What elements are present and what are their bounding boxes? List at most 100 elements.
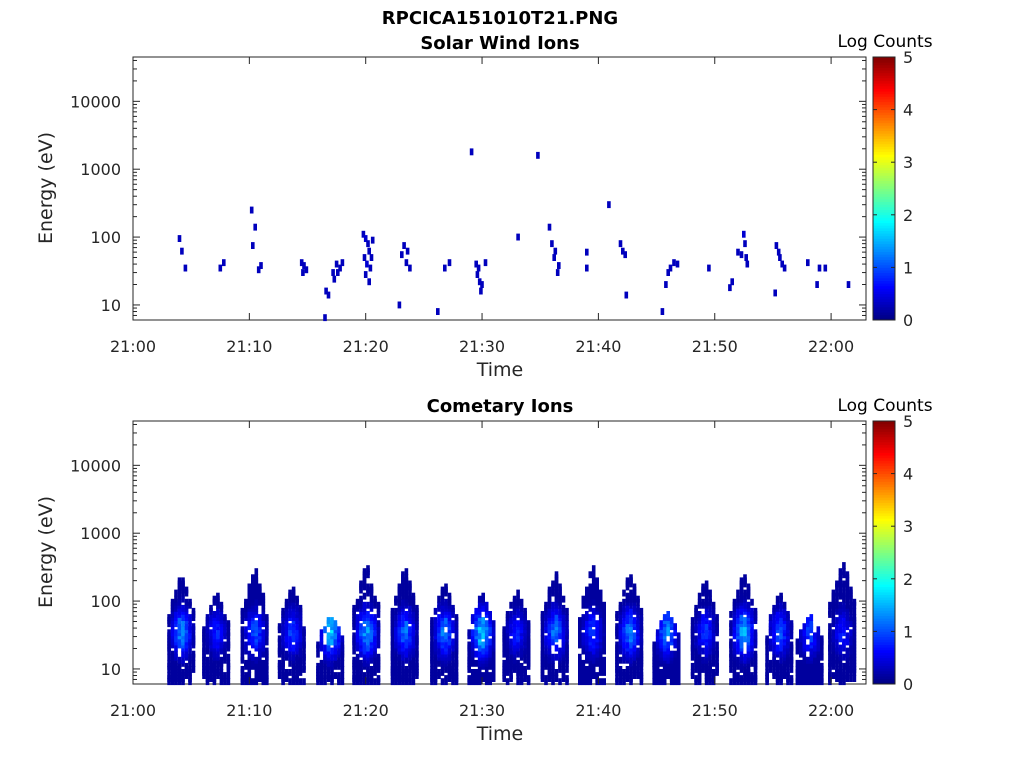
cometary-ions-cell [174, 629, 178, 637]
cometary-ions-cell [739, 653, 744, 661]
cometary-ions-cell [254, 620, 259, 628]
solar-wind-ions-colorbar-band [873, 91, 895, 95]
cometary-ions-cell [768, 659, 773, 667]
cometary-ions-cell [284, 598, 289, 606]
cometary-ions-cell [750, 635, 754, 643]
cometary-ions-colorbar-band [873, 499, 895, 503]
solar-wind-ions-cells [177, 148, 851, 322]
solar-wind-ions-ytick-label: 100 [90, 228, 121, 247]
cometary-ions-cell [291, 653, 296, 661]
cometary-ions-cell [775, 595, 780, 603]
cometary-ions-cell [765, 635, 769, 643]
cometary-ions-cell [554, 644, 559, 652]
cometary-ions-cell [359, 611, 363, 618]
solar-wind-ions-xtick-label: 22:00 [808, 337, 854, 356]
cometary-ions-cell [629, 574, 633, 582]
cometary-ions-cell [662, 638, 667, 646]
cometary-ions-cell [188, 598, 192, 606]
cometary-ions-cell [376, 601, 381, 609]
cometary-ions-cell [226, 672, 231, 679]
cometary-ions-cell [519, 675, 524, 682]
cometary-ions-cell [828, 659, 832, 667]
cometary-ions-cell [598, 623, 603, 631]
cometary-ions-cell [516, 678, 520, 686]
cometary-ions-cell [509, 638, 513, 646]
cometary-ions-cell [588, 650, 593, 658]
cometary-ions-colorbar-band [873, 615, 895, 619]
cometary-ions-cell [352, 604, 356, 612]
cometary-ions-cell [516, 620, 520, 628]
cometary-ions-cell [330, 638, 334, 646]
cometary-ions-cell [795, 675, 800, 682]
cometary-ions-cell [240, 666, 245, 673]
cometary-ions-cell [849, 586, 853, 594]
cometary-ions-cell [340, 641, 345, 649]
cometary-ions-cell [226, 653, 231, 661]
cometary-ions-cell [786, 611, 790, 618]
solar-wind-ions-colorbar-band [873, 99, 895, 103]
cometary-ions-cell [291, 644, 296, 652]
cometary-ions-cell [666, 611, 670, 618]
cometary-ions-cell [451, 620, 455, 628]
solar-wind-ions-cell [397, 301, 402, 309]
cometary-ions-cell [739, 675, 744, 682]
solar-wind-ions-cell [728, 284, 732, 292]
cometary-ions-cell [779, 592, 783, 600]
cometary-ions-cell [585, 611, 589, 618]
cometary-ions-cell [622, 641, 626, 649]
cometary-ions-cell [849, 614, 853, 621]
cometary-ions-cell [251, 659, 255, 667]
cometary-ions-colorbar: 0 1 2 3 4 5 [872, 412, 913, 694]
cometary-ions-cell [753, 629, 758, 637]
cometary-ions-colorbar-band [873, 431, 895, 435]
solar-wind-ions-cell [743, 240, 747, 248]
figure-title: RPCICA151010T21.PNG [382, 8, 618, 29]
cometary-ions-cell [708, 589, 712, 597]
cometary-ions-cell [789, 653, 794, 661]
cometary-ions-cell [598, 650, 603, 658]
cometary-ions-cell [481, 592, 485, 600]
cometary-ions-cell [690, 623, 695, 631]
cometary-ions-cell [711, 647, 716, 655]
cometary-ions-cell [281, 656, 285, 664]
cometary-ions-cell [831, 629, 836, 637]
cometary-ions-colorbar-band [873, 442, 895, 446]
cometary-ions-cell [505, 635, 510, 643]
cometary-ions-colorbar-band [873, 563, 895, 567]
solar-wind-ions-colorbar-band [873, 151, 895, 155]
cometary-ions-title: Cometary Ions [427, 396, 574, 417]
cometary-ions-cell [828, 607, 832, 615]
solar-wind-ions-plot-area: 21:00 21:10 21:20 21:30 21:40 21:50 22:00 10 100… [70, 56, 867, 356]
cometary-ions-cell [547, 623, 552, 631]
solar-wind-ions-colorbar-band [873, 275, 895, 279]
cometary-ions-cell [474, 629, 478, 637]
cometary-ions-cell [708, 611, 712, 618]
cometary-ions-colorbar-band [873, 421, 895, 425]
cometary-ions-cell [430, 666, 434, 673]
cometary-ions-cell [708, 629, 712, 637]
cometary-ions-cell [219, 601, 224, 609]
solar-wind-ions-cell [222, 259, 226, 267]
solar-wind-ions-colorbar-band [873, 254, 895, 258]
cometary-ions-cell [694, 647, 698, 655]
cometary-ions-cell [666, 626, 670, 634]
cometary-ions-cell [828, 601, 832, 609]
cometary-ions-cell [240, 617, 245, 624]
cometary-ions-cell [376, 611, 381, 618]
cometary-ions-cell [440, 669, 445, 676]
solar-wind-ions-colorbar-band [873, 128, 895, 132]
solar-wind-ions-cell [778, 254, 782, 261]
cometary-ions-cell [588, 571, 593, 579]
solar-wind-ions-ytick-label: 10000 [70, 92, 121, 111]
cometary-ions-cell [598, 589, 603, 597]
cometary-ions-cell [408, 626, 412, 634]
solar-wind-ions-cell [405, 247, 410, 255]
cometary-ions-cell [666, 641, 670, 649]
cometary-ions-cell [288, 653, 292, 661]
cometary-ions-cell [330, 617, 334, 624]
cometary-ions-cell [326, 632, 331, 640]
cometary-ions-cell [519, 598, 524, 606]
cometary-ions-cell [729, 659, 733, 667]
cometary-ions-cell [258, 583, 262, 591]
solar-wind-ions-colorbar-band [873, 138, 895, 142]
